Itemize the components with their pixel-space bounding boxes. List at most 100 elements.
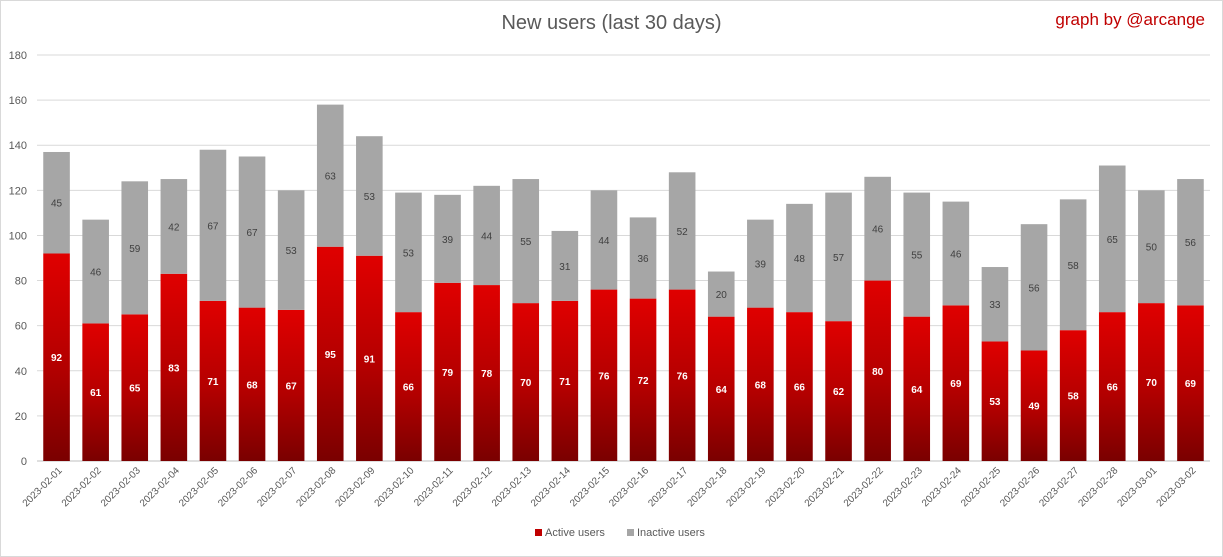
x-tick-label: 2023-03-02 bbox=[1155, 465, 1199, 509]
data-label-active: 76 bbox=[677, 371, 689, 382]
x-tick-label: 2023-02-14 bbox=[529, 465, 573, 509]
bar-inactive bbox=[668, 172, 696, 290]
bar-inactive bbox=[747, 219, 774, 308]
bar-inactive bbox=[160, 179, 188, 274]
x-tick-label: 2023-02-02 bbox=[60, 465, 104, 509]
data-label-inactive: 46 bbox=[950, 249, 962, 260]
bar-active bbox=[1098, 312, 1126, 461]
x-axis: 2023-02-012023-02-022023-02-032023-02-04… bbox=[21, 465, 1199, 509]
data-label-inactive: 52 bbox=[677, 227, 689, 238]
bar-active bbox=[1138, 303, 1165, 461]
bar-inactive bbox=[1138, 190, 1165, 304]
bar-inactive bbox=[356, 136, 383, 256]
data-label-active: 66 bbox=[1107, 383, 1119, 394]
y-tick-label: 80 bbox=[15, 276, 27, 288]
data-label-active: 70 bbox=[1146, 378, 1158, 389]
bar-active bbox=[864, 280, 891, 461]
data-label-active: 76 bbox=[598, 371, 610, 382]
data-label-inactive: 33 bbox=[989, 300, 1001, 311]
bar-active bbox=[43, 253, 70, 461]
legend-swatch bbox=[627, 529, 634, 536]
data-label-active: 92 bbox=[51, 353, 63, 364]
data-label-inactive: 59 bbox=[129, 244, 141, 255]
gridlines bbox=[37, 54, 1210, 462]
bar-active bbox=[942, 305, 970, 461]
data-label-active: 58 bbox=[1068, 392, 1080, 403]
bar-active bbox=[473, 285, 500, 461]
x-tick-label: 2023-02-28 bbox=[1076, 465, 1120, 509]
bar-inactive bbox=[981, 267, 1009, 342]
data-label-active: 70 bbox=[520, 378, 532, 389]
data-label-inactive: 48 bbox=[794, 254, 806, 265]
data-label-active: 68 bbox=[246, 380, 258, 391]
x-tick-label: 2023-02-24 bbox=[920, 465, 964, 509]
x-tick-label: 2023-02-23 bbox=[881, 465, 925, 509]
data-label-inactive: 39 bbox=[755, 260, 767, 271]
bar-inactive bbox=[1177, 179, 1204, 306]
bars: 92 45 61 46 65 59 83 42 71 67 68 67 67 53 95 63 91 53 66 53… bbox=[43, 104, 1204, 461]
data-label-active: 78 bbox=[481, 369, 493, 380]
bar-inactive bbox=[629, 217, 657, 299]
data-label-active: 49 bbox=[1028, 402, 1040, 413]
data-label-active: 72 bbox=[637, 376, 649, 387]
bar-active bbox=[434, 282, 461, 461]
x-tick-label: 2023-02-12 bbox=[451, 465, 495, 509]
data-label-inactive: 50 bbox=[1146, 243, 1158, 254]
data-label-inactive: 55 bbox=[520, 237, 532, 248]
bar-inactive bbox=[238, 156, 266, 308]
bar-inactive bbox=[707, 271, 735, 317]
bar-active bbox=[903, 316, 931, 461]
y-axis: 0 20 40 60 80 100 120 140 160 180 bbox=[9, 50, 27, 468]
bar-active bbox=[786, 312, 813, 461]
data-label-inactive: 20 bbox=[716, 290, 728, 301]
data-label-inactive: 67 bbox=[246, 228, 258, 239]
data-label-active: 64 bbox=[716, 385, 728, 396]
bar-active bbox=[1059, 330, 1087, 461]
y-tick-label: 60 bbox=[15, 321, 27, 333]
bar-active bbox=[981, 341, 1009, 461]
bar-inactive bbox=[551, 230, 579, 301]
chart-credit: graph by @arcange bbox=[1055, 10, 1205, 29]
data-label-active: 67 bbox=[286, 381, 298, 392]
bar-active bbox=[512, 303, 540, 461]
bar-inactive bbox=[1059, 199, 1087, 331]
data-label-active: 64 bbox=[911, 385, 923, 396]
bar-active bbox=[238, 307, 266, 461]
bar-inactive bbox=[1020, 224, 1048, 351]
bar-active bbox=[395, 312, 422, 461]
data-label-active: 91 bbox=[364, 354, 376, 365]
bar-inactive bbox=[1098, 165, 1126, 313]
legend: Active users Inactive users bbox=[535, 527, 705, 539]
chart-title: New users (last 30 days) bbox=[501, 12, 722, 34]
data-label-active: 61 bbox=[90, 388, 102, 399]
x-tick-label: 2023-02-11 bbox=[412, 465, 456, 509]
x-tick-label: 2023-02-03 bbox=[99, 465, 143, 509]
data-label-active: 68 bbox=[755, 380, 767, 391]
data-label-active: 69 bbox=[950, 379, 962, 390]
data-label-active: 66 bbox=[403, 383, 415, 394]
bar-inactive bbox=[316, 104, 344, 247]
data-label-inactive: 44 bbox=[481, 231, 493, 242]
data-label-active: 65 bbox=[129, 384, 141, 395]
bar-active bbox=[199, 300, 227, 461]
bar-inactive bbox=[473, 185, 500, 286]
data-label-active: 83 bbox=[168, 363, 180, 374]
data-label-inactive: 58 bbox=[1068, 261, 1080, 272]
y-tick-label: 160 bbox=[9, 95, 27, 107]
data-label-inactive: 46 bbox=[90, 268, 102, 279]
data-label-inactive: 65 bbox=[1107, 235, 1119, 246]
y-tick-label: 180 bbox=[9, 50, 27, 62]
x-tick-label: 2023-02-19 bbox=[725, 465, 769, 509]
bar-active bbox=[629, 298, 657, 461]
x-tick-label: 2023-02-06 bbox=[216, 465, 260, 509]
data-label-active: 71 bbox=[559, 377, 571, 388]
bar-inactive bbox=[864, 176, 891, 281]
y-tick-label: 140 bbox=[9, 140, 27, 152]
y-tick-label: 100 bbox=[9, 230, 27, 242]
bar-active bbox=[590, 289, 618, 461]
bar-active bbox=[1020, 350, 1048, 461]
x-tick-label: 2023-02-05 bbox=[177, 465, 221, 509]
x-tick-label: 2023-02-10 bbox=[373, 465, 417, 509]
x-tick-label: 2023-02-13 bbox=[490, 465, 534, 509]
